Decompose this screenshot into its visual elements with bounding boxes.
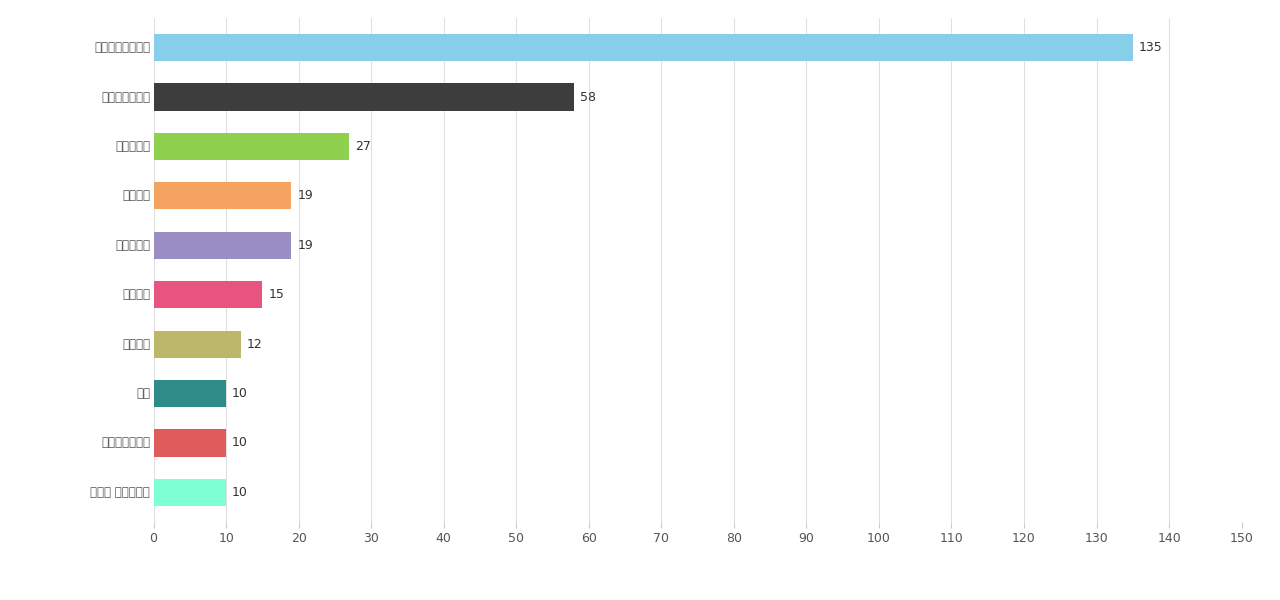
- Text: 19: 19: [297, 190, 314, 202]
- Text: 두산에너빌리티: 두산에너빌리티: [101, 436, 150, 449]
- Bar: [154, 232, 292, 259]
- Text: 엘지화학: 엘지화학: [122, 338, 150, 350]
- Text: 넥스콘 테크놀러지: 넥스콘 테크놀러지: [90, 486, 150, 499]
- Bar: [154, 380, 227, 407]
- Bar: [154, 479, 227, 506]
- Text: 엘지전자: 엘지전자: [122, 288, 150, 301]
- Text: 10: 10: [232, 486, 248, 499]
- Bar: [154, 281, 262, 308]
- Text: 58: 58: [580, 91, 596, 104]
- Text: 풍성에너지: 풍성에너지: [115, 239, 150, 252]
- Text: 10: 10: [232, 436, 248, 449]
- Text: 10: 10: [232, 387, 248, 400]
- Text: 15: 15: [269, 288, 284, 301]
- Text: 27: 27: [356, 140, 371, 153]
- Text: 엘지에너지솔루션: 엘지에너지솔루션: [93, 41, 150, 54]
- Text: 19: 19: [297, 239, 314, 252]
- Bar: [154, 430, 227, 457]
- Bar: [154, 182, 292, 209]
- Text: 135: 135: [1139, 41, 1162, 54]
- Bar: [154, 83, 575, 110]
- Text: 케이디티: 케이디티: [122, 190, 150, 202]
- Bar: [154, 133, 349, 160]
- Text: 현대자동차: 현대자동차: [115, 140, 150, 153]
- Text: 기아: 기아: [136, 387, 150, 400]
- Bar: [154, 34, 1133, 61]
- Text: 12: 12: [247, 338, 262, 350]
- Text: 삼성에스디아이: 삼성에스디아이: [101, 91, 150, 104]
- Bar: [154, 331, 241, 358]
